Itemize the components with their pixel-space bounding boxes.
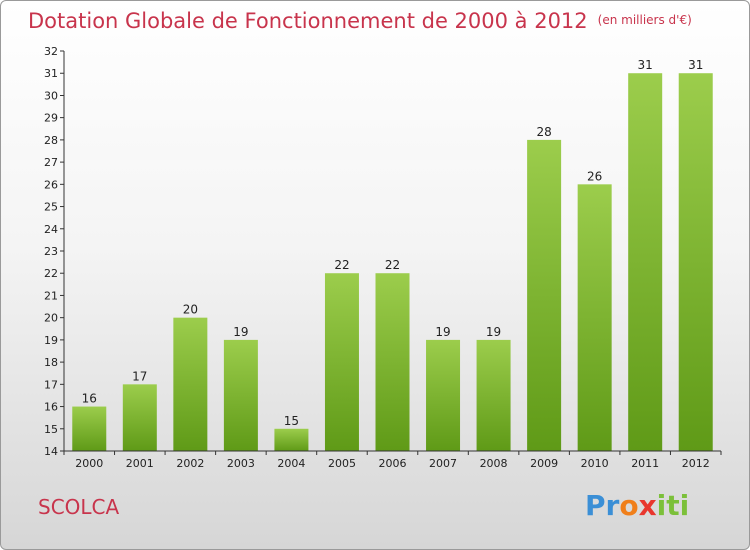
x-tick-label: 2012 <box>682 457 710 470</box>
y-tick-label: 17 <box>44 378 58 391</box>
bar-2003 <box>223 339 258 451</box>
y-axis: 14 15 16 17 18 19 20 21 22 23 24 25 26 27 28 29 30 31 32 <box>44 45 65 458</box>
bar-value-label: 26 <box>587 169 602 183</box>
bar-2000 <box>72 406 107 451</box>
bar-value-label: 19 <box>486 325 501 339</box>
x-tick-label: 2004 <box>277 457 305 470</box>
bar-2002 <box>173 317 208 451</box>
bar-value-label: 31 <box>688 58 703 72</box>
chart-title: Dotation Globale de Fonctionnement de 20… <box>28 9 692 33</box>
x-tick-label: 2002 <box>176 457 204 470</box>
bar-value-label: 20 <box>183 303 198 317</box>
y-tick-label: 30 <box>44 89 58 102</box>
y-tick-label: 16 <box>44 401 58 414</box>
x-tick-label: 2011 <box>631 457 659 470</box>
y-tick-label: 32 <box>44 45 58 58</box>
bar-2006 <box>375 273 410 451</box>
bar-value-label: 22 <box>334 258 349 272</box>
bar-value-label: 28 <box>536 125 551 139</box>
logo-letter: P <box>585 489 606 522</box>
chart-unit: (en milliers d'€) <box>597 13 692 27</box>
y-tick-label: 19 <box>44 334 58 347</box>
bar-2005 <box>324 273 359 451</box>
y-tick-label: 15 <box>44 423 58 436</box>
x-tick-label: 2005 <box>328 457 356 470</box>
bar-value-label: 16 <box>82 392 97 406</box>
bar-2004 <box>274 428 309 451</box>
x-axis: 2000 2001 2002 2003 2004 2005 2006 2007 2008 2009… <box>63 450 722 470</box>
logo-letter: o <box>619 489 639 522</box>
y-tick-label: 28 <box>44 134 58 147</box>
chart-title-text: Dotation Globale de Fonctionnement de 20… <box>28 9 588 33</box>
bar-value-label: 19 <box>435 325 450 339</box>
bar-value-label: 22 <box>385 258 400 272</box>
bar-value-label: 15 <box>284 414 299 428</box>
bar-2010 <box>577 184 612 452</box>
x-tick-label: 2007 <box>429 457 457 470</box>
y-tick-label: 26 <box>44 178 58 191</box>
bar-2009 <box>527 139 562 451</box>
x-tick-label: 2006 <box>379 457 407 470</box>
bar-2008 <box>476 339 511 451</box>
bar-2001 <box>122 384 157 451</box>
y-tick-label: 20 <box>44 312 58 325</box>
y-tick-label: 14 <box>44 445 58 458</box>
bar-value-label: 19 <box>233 325 248 339</box>
logo-letter: r <box>605 489 620 522</box>
bar-value-label: 17 <box>132 369 147 383</box>
proxiti-logo: Proxiti <box>585 489 689 522</box>
x-tick-label: 2009 <box>530 457 558 470</box>
bars: 16 17 20 19 15 22 22 19 19 28 26 31 31 <box>72 58 713 452</box>
y-tick-label: 24 <box>44 223 58 236</box>
logo-letter: i <box>656 489 667 522</box>
bar-2011 <box>628 73 663 451</box>
y-tick-label: 29 <box>44 112 58 125</box>
bar-2007 <box>426 339 461 451</box>
logo-letter: t <box>666 489 680 522</box>
x-tick-label: 2000 <box>75 457 103 470</box>
y-tick-label: 22 <box>44 267 58 280</box>
bar-value-label: 31 <box>638 58 653 72</box>
logo-letter: x <box>638 489 657 522</box>
y-tick-label: 31 <box>44 67 58 80</box>
x-tick-label: 2001 <box>126 457 154 470</box>
y-tick-label: 27 <box>44 156 58 169</box>
commune-name: SCOLCA <box>38 495 120 519</box>
y-tick-label: 21 <box>44 289 58 302</box>
bar-2012 <box>678 73 713 451</box>
logo-letter: i <box>679 489 690 522</box>
x-tick-label: 2003 <box>227 457 255 470</box>
y-tick-label: 23 <box>44 245 58 258</box>
y-tick-label: 18 <box>44 356 58 369</box>
y-tick-label: 25 <box>44 201 58 214</box>
x-tick-label: 2010 <box>581 457 609 470</box>
x-tick-label: 2008 <box>480 457 508 470</box>
